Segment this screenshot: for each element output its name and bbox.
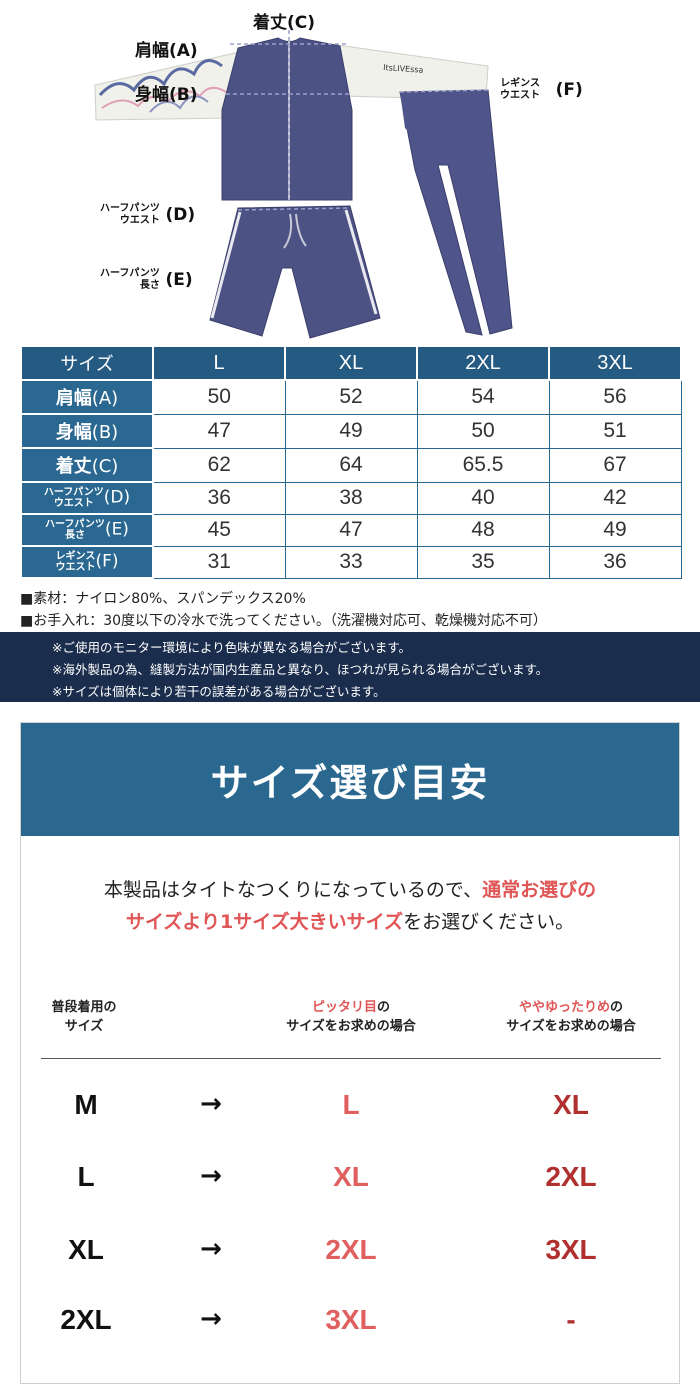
label-leggings-waist: レギンス ウエスト (F) — [500, 78, 583, 101]
loose-size: 2XL — [545, 1161, 597, 1192]
size-guide-title: サイズ選び目安 — [210, 761, 490, 805]
col-header-loose: ややゆったりめの サイズをお求めの場合 — [506, 1000, 636, 1034]
arrow-icon: → — [200, 1304, 222, 1334]
table-cell: 47 — [284, 513, 418, 547]
arrow-icon: → — [200, 1161, 222, 1191]
table-cell: 65.5 — [416, 447, 550, 483]
fit-size: 3XL — [325, 1304, 377, 1335]
disclaimer-box: ※ご使用のモニター環境により色味が異なる場合がございます。 ※海外製品の為、縫製… — [0, 632, 700, 702]
table-cell: 42 — [548, 481, 682, 515]
row-label-leggings-waist: レギンス ウエスト (F) — [20, 545, 154, 579]
table-cell: 35 — [416, 545, 550, 579]
label-length: 着丈(C) — [253, 13, 316, 33]
header-size: サイズ — [20, 345, 154, 381]
table-cell: 56 — [548, 379, 682, 415]
table-cell: 50 — [416, 413, 550, 449]
half-pants — [209, 205, 381, 339]
size-table-header: サイズ L XL 2XL 3XL — [20, 345, 682, 381]
table-cell: 64 — [284, 447, 418, 483]
usual-size: XL — [68, 1234, 104, 1265]
fit-size: XL — [333, 1161, 369, 1192]
care-note: ■お手入れ：30度以下の冷水で洗ってください。（洗濯機対応可、乾燥機対応不可） — [20, 613, 547, 629]
table-cell: 38 — [284, 481, 418, 515]
table-cell: 67 — [548, 447, 682, 483]
table-cell: 54 — [416, 379, 550, 415]
table-row-half-length: ハーフパンツ 長さ (E) 45 47 48 49 — [20, 513, 682, 547]
disclaimer-line: ※海外製品の為、縫製方法が国内生産品と異なり、ほつれが見られる場合がございます。 — [52, 662, 549, 677]
usual-size: L — [77, 1161, 95, 1192]
garment-drawing: ItsLIVEssa — [94, 30, 513, 339]
row-label-shoulder: 肩幅(A) — [20, 379, 154, 415]
row-label-half-length: ハーフパンツ 長さ (E) — [20, 513, 154, 547]
product-illustration: ItsLIVEssa 着丈(C) 肩幅(A) 身幅(B) レギンス ウエスト (F… — [0, 0, 700, 345]
table-row-leggings-waist: レギンス ウエスト (F) 31 33 35 36 — [20, 545, 682, 579]
disclaimer-line: ※サイズは個体により若干の誤差がある場合がございます。 — [52, 684, 386, 699]
table-cell: 45 — [152, 513, 286, 547]
arrow-icon: → — [200, 1089, 222, 1119]
size-guide: サイズ選び目安 本製品はタイトなつくりになっているので、通常お選びの サイズより… — [20, 722, 680, 1384]
label-half-pants-length: ハーフパンツ 長さ (E) — [100, 268, 193, 291]
header-l: L — [152, 345, 286, 381]
guide-intro-line-1: 本製品はタイトなつくりになっているので、通常お選びの — [103, 879, 597, 901]
disclaimer-line: ※ご使用のモニター環境により色味が異なる場合がございます。 — [52, 640, 411, 655]
size-table: サイズ L XL 2XL 3XL 肩幅(A) 50 52 54 56 身幅(B)… — [20, 345, 682, 579]
jacket-body — [221, 37, 353, 201]
size-guide-header: サイズ選び目安 — [21, 723, 679, 836]
col-header-fit: ピッタリ目の サイズをお求めの場合 — [286, 1000, 416, 1034]
table-cell: 50 — [152, 379, 286, 415]
label-body-width: 身幅(B) — [135, 85, 198, 105]
table-row-body: 身幅(B) 47 49 50 51 — [20, 413, 682, 449]
table-cell: 49 — [548, 513, 682, 547]
table-cell: 51 — [548, 413, 682, 449]
table-cell: 49 — [284, 413, 418, 449]
table-cell: 33 — [284, 545, 418, 579]
guide-divider — [41, 1058, 661, 1059]
label-shoulder: 肩幅(A) — [135, 41, 198, 61]
jacket-sleeves — [94, 43, 489, 121]
table-row-half-waist: ハーフパンツ ウエスト (D) 36 38 40 42 — [20, 481, 682, 515]
loose-size: 3XL — [545, 1234, 597, 1265]
loose-size: - — [566, 1304, 576, 1335]
fit-size: 2XL — [325, 1234, 377, 1265]
loose-size: XL — [553, 1089, 589, 1120]
fit-size: L — [342, 1089, 360, 1120]
table-cell: 31 — [152, 545, 286, 579]
header-3xl: 3XL — [548, 345, 682, 381]
table-cell: 52 — [284, 379, 418, 415]
usual-size: M — [74, 1089, 98, 1120]
sleeve-print: ItsLIVEssa — [383, 63, 424, 75]
table-row-length: 着丈(C) 62 64 65.5 67 — [20, 447, 682, 483]
guide-intro-line-2: サイズより1サイズ大きいサイズをお選びください。 — [125, 911, 575, 933]
arrow-icon: → — [200, 1234, 222, 1264]
table-cell: 62 — [152, 447, 286, 483]
usual-size: 2XL — [60, 1304, 112, 1335]
header-2xl: 2XL — [416, 345, 550, 381]
row-label-body: 身幅(B) — [20, 413, 154, 449]
table-cell: 36 — [548, 545, 682, 579]
label-half-pants-waist: ハーフパンツ ウエスト (D) — [100, 203, 196, 226]
header-xl: XL — [284, 345, 418, 381]
table-cell: 48 — [416, 513, 550, 547]
material-note: ■素材：ナイロン80%、スパンデックス20% — [20, 591, 306, 607]
table-cell: 40 — [416, 481, 550, 515]
table-row-shoulder: 肩幅(A) 50 52 54 56 — [20, 379, 682, 415]
table-cell: 47 — [152, 413, 286, 449]
row-label-length: 着丈(C) — [20, 447, 154, 483]
table-cell: 36 — [152, 481, 286, 515]
col-header-usual-size: 普段着用の サイズ — [51, 1000, 117, 1034]
row-label-half-waist: ハーフパンツ ウエスト (D) — [20, 481, 154, 515]
